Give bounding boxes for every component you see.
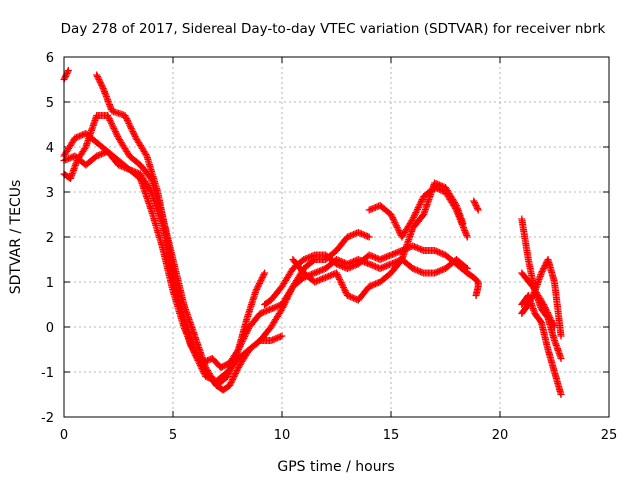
x-tick-label: 20 [492, 428, 509, 443]
x-tick-label: 5 [169, 428, 177, 443]
y-tick-label: -1 [41, 366, 54, 381]
data-points [60, 67, 565, 398]
x-tick-label: 0 [60, 428, 68, 443]
data-point-markers [518, 292, 565, 398]
plot-frame [63, 56, 610, 418]
data-series [365, 184, 471, 241]
y-tick-label: -2 [41, 411, 54, 426]
data-series [518, 292, 565, 398]
y-tick-label: 4 [46, 141, 54, 156]
y-axis-label: SDTVAR / TECUs [8, 180, 24, 295]
data-point-markers [518, 269, 558, 331]
y-tick-label: 2 [46, 231, 54, 246]
x-tick-label: 25 [601, 428, 618, 443]
chart-title: Day 278 of 2017, Sidereal Day-to-day VTE… [61, 21, 606, 37]
y-tick-label: 0 [46, 321, 54, 336]
y-tick-label: 1 [46, 276, 54, 291]
y-tick-label: 5 [46, 96, 54, 111]
data-series [463, 269, 482, 299]
data-point-markers [463, 269, 482, 299]
x-tick-label: 10 [274, 428, 291, 443]
x-tick-label: 15 [383, 428, 400, 443]
y-tick-label: 3 [46, 186, 54, 201]
x-axis-label: GPS time / hours [277, 459, 394, 475]
y-tick-label: 6 [46, 51, 54, 66]
data-point-markers [470, 197, 482, 214]
data-series [470, 197, 482, 214]
data-point-markers [365, 184, 471, 241]
data-series [518, 269, 558, 331]
